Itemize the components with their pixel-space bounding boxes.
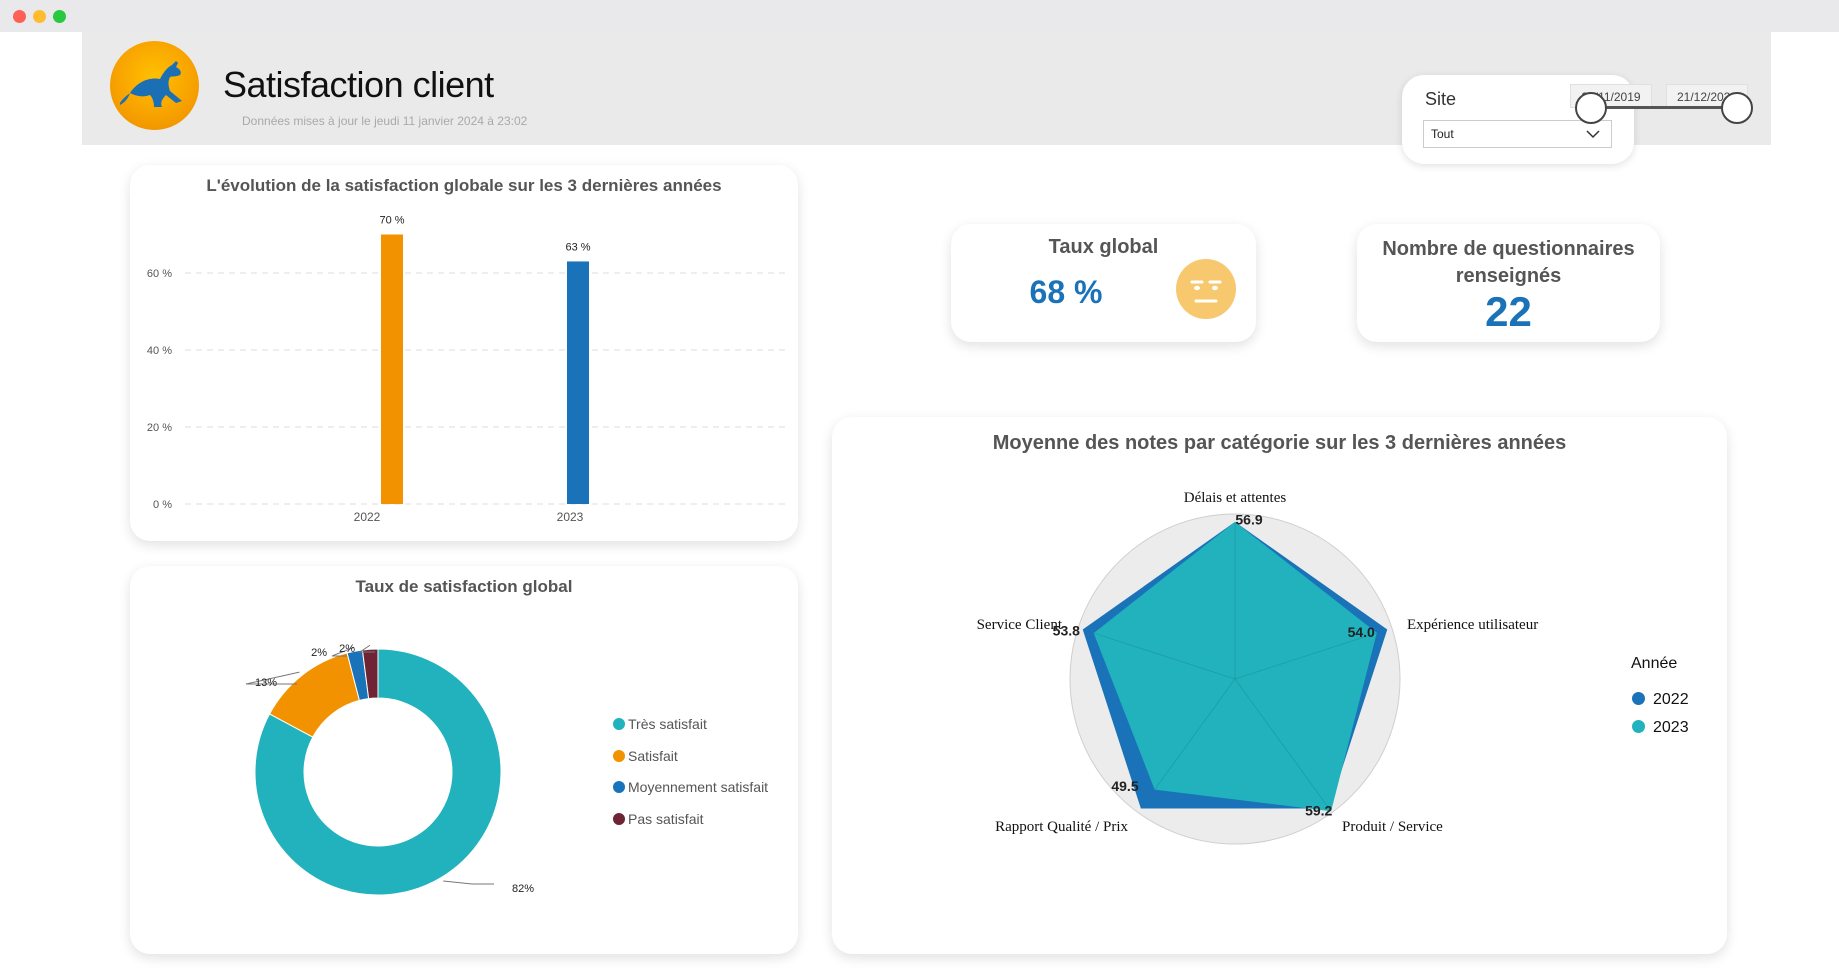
radar-axis [1234,632,1377,680]
donut-leader-line [331,646,355,657]
radar-legend-item-2023: 2023 [1632,719,1689,737]
bar-2022 [381,234,403,504]
donut-data-label: 2% [311,647,327,659]
radar-category-label: Délais et attentes [1184,490,1287,506]
bar-2023 [567,261,589,504]
donut-leader-line [443,880,494,885]
radar-data-label: 56.9 [1235,512,1262,528]
site-dropdown[interactable]: Tout [1423,120,1612,148]
legend-label: Très satisfait [628,716,707,732]
y-tick-label: 40 % [147,345,172,357]
x-tick-label: 2023 [557,510,584,524]
global-rate-card: Taux global 68 % [951,224,1256,342]
radar-legend-item-2022: 2022 [1632,691,1689,709]
donut-data-label: 13% [255,677,277,689]
donut-data-label: 2% [339,643,355,655]
y-tick-label: 0 % [153,499,172,511]
bar-data-label: 63 % [565,241,590,253]
window-titlebar [0,0,1839,32]
radar-category-label: Expérience utilisateur [1407,617,1538,633]
global-rate-title: Taux global [1048,236,1159,258]
radar-legend-title: Année [1631,655,1678,672]
radar-data-label: 54.0 [1348,624,1375,640]
kangaroo-logo [110,41,199,130]
report-header: Satisfaction client Données mises à jour… [82,32,1771,164]
radar-axis [1154,678,1236,790]
legend-dot [613,718,625,730]
maximize-window-button[interactable] [53,10,66,23]
legend-item-moyennement-satisfait: Moyennement satisfait [613,779,768,795]
donut-chart-card: Taux de satisfaction global 82% 13% 2% 2% T… [130,566,798,954]
donut-data-label: 82% [512,883,534,895]
radar-data-label: 49.5 [1111,778,1138,794]
bar-chart: 0 % 20 % 40 % 60 % 70 % 2022 63 % 2023 [147,215,785,524]
global-rate-value-text: 68 % [1029,274,1103,310]
radar-category-label: Service Client [977,617,1063,633]
legend-item-tres-satisfait: Très satisfait [613,716,707,732]
x-tick-label: 2022 [354,510,381,524]
questionnaires-value: 22 [1485,288,1532,335]
legend-dot [1632,692,1645,705]
radar-category-label: Rapport Qualité / Prix [995,819,1128,835]
site-dropdown-value: Tout [1431,127,1454,141]
radar-category-label: Produit / Service [1342,819,1443,835]
legend-label: 2022 [1653,691,1689,708]
date-range-end-handle[interactable] [1721,92,1753,124]
radar-chart-card: Moyenne des notes par catégorie sur les … [832,417,1727,954]
y-tick-label: 60 % [147,268,172,280]
questionnaires-card: Nombre de questionnaires renseignés 22 [1357,224,1660,342]
y-tick-label: 20 % [147,422,172,434]
donut-slice-très-satisfait [254,648,502,896]
donut-leader-line [358,644,375,653]
donut-chart-title: Taux de satisfaction global [355,577,573,596]
radar-data-label: 53.8 [1053,622,1080,638]
radar-axis [1234,678,1332,811]
close-window-button[interactable] [13,10,26,23]
page-title: Satisfaction client [223,64,494,105]
minimize-window-button[interactable] [33,10,46,23]
legend-dot [613,750,625,762]
date-range-slider-track[interactable] [1591,106,1736,109]
bar-data-label: 70 % [379,215,404,227]
questionnaires-title: Nombre de questionnaires renseignés [1382,238,1635,287]
site-filter-label: Site [1425,89,1457,109]
legend-label: Moyennement satisfait [628,779,769,795]
legend-dot [613,781,625,793]
radar-axis [1094,632,1236,680]
donut-chart: 82% 13% 2% 2% [245,643,534,896]
legend-dot [613,813,625,825]
radar-chart: Délais et attentes Expérience utilisateur… [977,490,1538,845]
donut-slice-pas-satisfait [361,648,379,700]
radar-data-label: 59.2 [1305,803,1332,819]
bar-chart-card: L'évolution de la satisfaction globale s… [130,165,798,541]
legend-item-satisfait: Satisfait [613,748,678,764]
legend-item-pas-satisfait: Pas satisfait [613,811,703,827]
legend-label: Satisfait [628,748,678,764]
radar-chart-title: Moyenne des notes par catégorie sur les … [992,432,1567,454]
chevron-down-icon [1586,130,1600,139]
legend-dot [1632,720,1645,733]
bar-chart-title: L'évolution de la satisfaction globale s… [206,176,722,195]
date-range-start-handle[interactable] [1575,92,1607,124]
neutral-face-icon [1176,259,1236,319]
legend-label: Pas satisfait [628,811,704,827]
legend-label: 2023 [1653,719,1689,736]
last-updated-text: Données mises à jour le jeudi 11 janvier… [242,114,528,128]
donut-leader-line [245,671,300,685]
